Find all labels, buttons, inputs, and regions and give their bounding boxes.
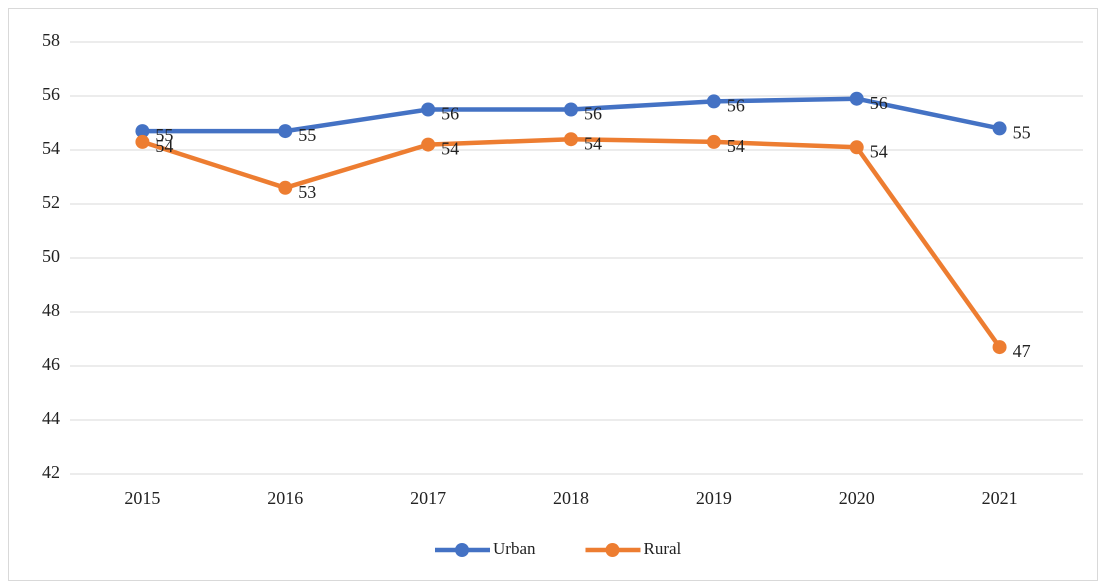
legend-label: Rural bbox=[643, 539, 681, 558]
x-tick-label: 2020 bbox=[839, 488, 875, 508]
data-label: 47 bbox=[1013, 341, 1031, 361]
data-point bbox=[135, 134, 150, 149]
x-tick-label: 2021 bbox=[982, 488, 1018, 508]
data-label: 56 bbox=[584, 104, 602, 124]
data-point bbox=[992, 340, 1007, 355]
y-tick-label: 52 bbox=[42, 192, 60, 212]
y-tick-label: 44 bbox=[42, 408, 60, 428]
data-point bbox=[992, 121, 1007, 136]
data-label: 55 bbox=[155, 125, 173, 145]
x-tick-label: 2015 bbox=[124, 488, 160, 508]
y-tick-label: 42 bbox=[42, 462, 60, 482]
data-label: 55 bbox=[298, 125, 316, 145]
data-point bbox=[564, 132, 578, 147]
y-tick-label: 58 bbox=[42, 30, 60, 50]
data-point bbox=[564, 102, 578, 117]
data-point bbox=[135, 124, 150, 139]
data-label: 56 bbox=[441, 104, 459, 124]
data-label: 56 bbox=[870, 93, 888, 113]
legend-marker bbox=[605, 543, 620, 557]
x-tick-label: 2017 bbox=[410, 488, 446, 508]
x-tick-label: 2016 bbox=[267, 488, 303, 508]
legend-label: Urban bbox=[493, 539, 536, 558]
data-point bbox=[278, 180, 293, 195]
data-point bbox=[421, 137, 436, 152]
data-label: 54 bbox=[727, 136, 745, 156]
y-tick-label: 46 bbox=[42, 354, 60, 374]
data-point bbox=[278, 124, 293, 139]
y-tick-label: 54 bbox=[42, 138, 60, 158]
chart-frame bbox=[8, 8, 1098, 581]
y-tick-label: 50 bbox=[42, 246, 60, 266]
data-point bbox=[706, 134, 721, 149]
data-point bbox=[421, 102, 436, 117]
data-point bbox=[849, 91, 864, 106]
y-tick-label: 56 bbox=[42, 84, 60, 104]
data-label: 54 bbox=[870, 141, 888, 161]
data-label: 53 bbox=[298, 182, 316, 202]
x-tick-label: 2019 bbox=[696, 488, 732, 508]
data-label: 54 bbox=[584, 133, 602, 153]
data-label: 56 bbox=[727, 96, 745, 116]
data-label: 54 bbox=[155, 136, 173, 156]
y-tick-label: 48 bbox=[42, 300, 60, 320]
data-label: 55 bbox=[1013, 123, 1031, 143]
data-point bbox=[849, 140, 864, 155]
x-tick-label: 2018 bbox=[553, 488, 589, 508]
data-point bbox=[706, 94, 721, 109]
legend-marker bbox=[455, 543, 469, 557]
data-label: 54 bbox=[441, 139, 459, 159]
